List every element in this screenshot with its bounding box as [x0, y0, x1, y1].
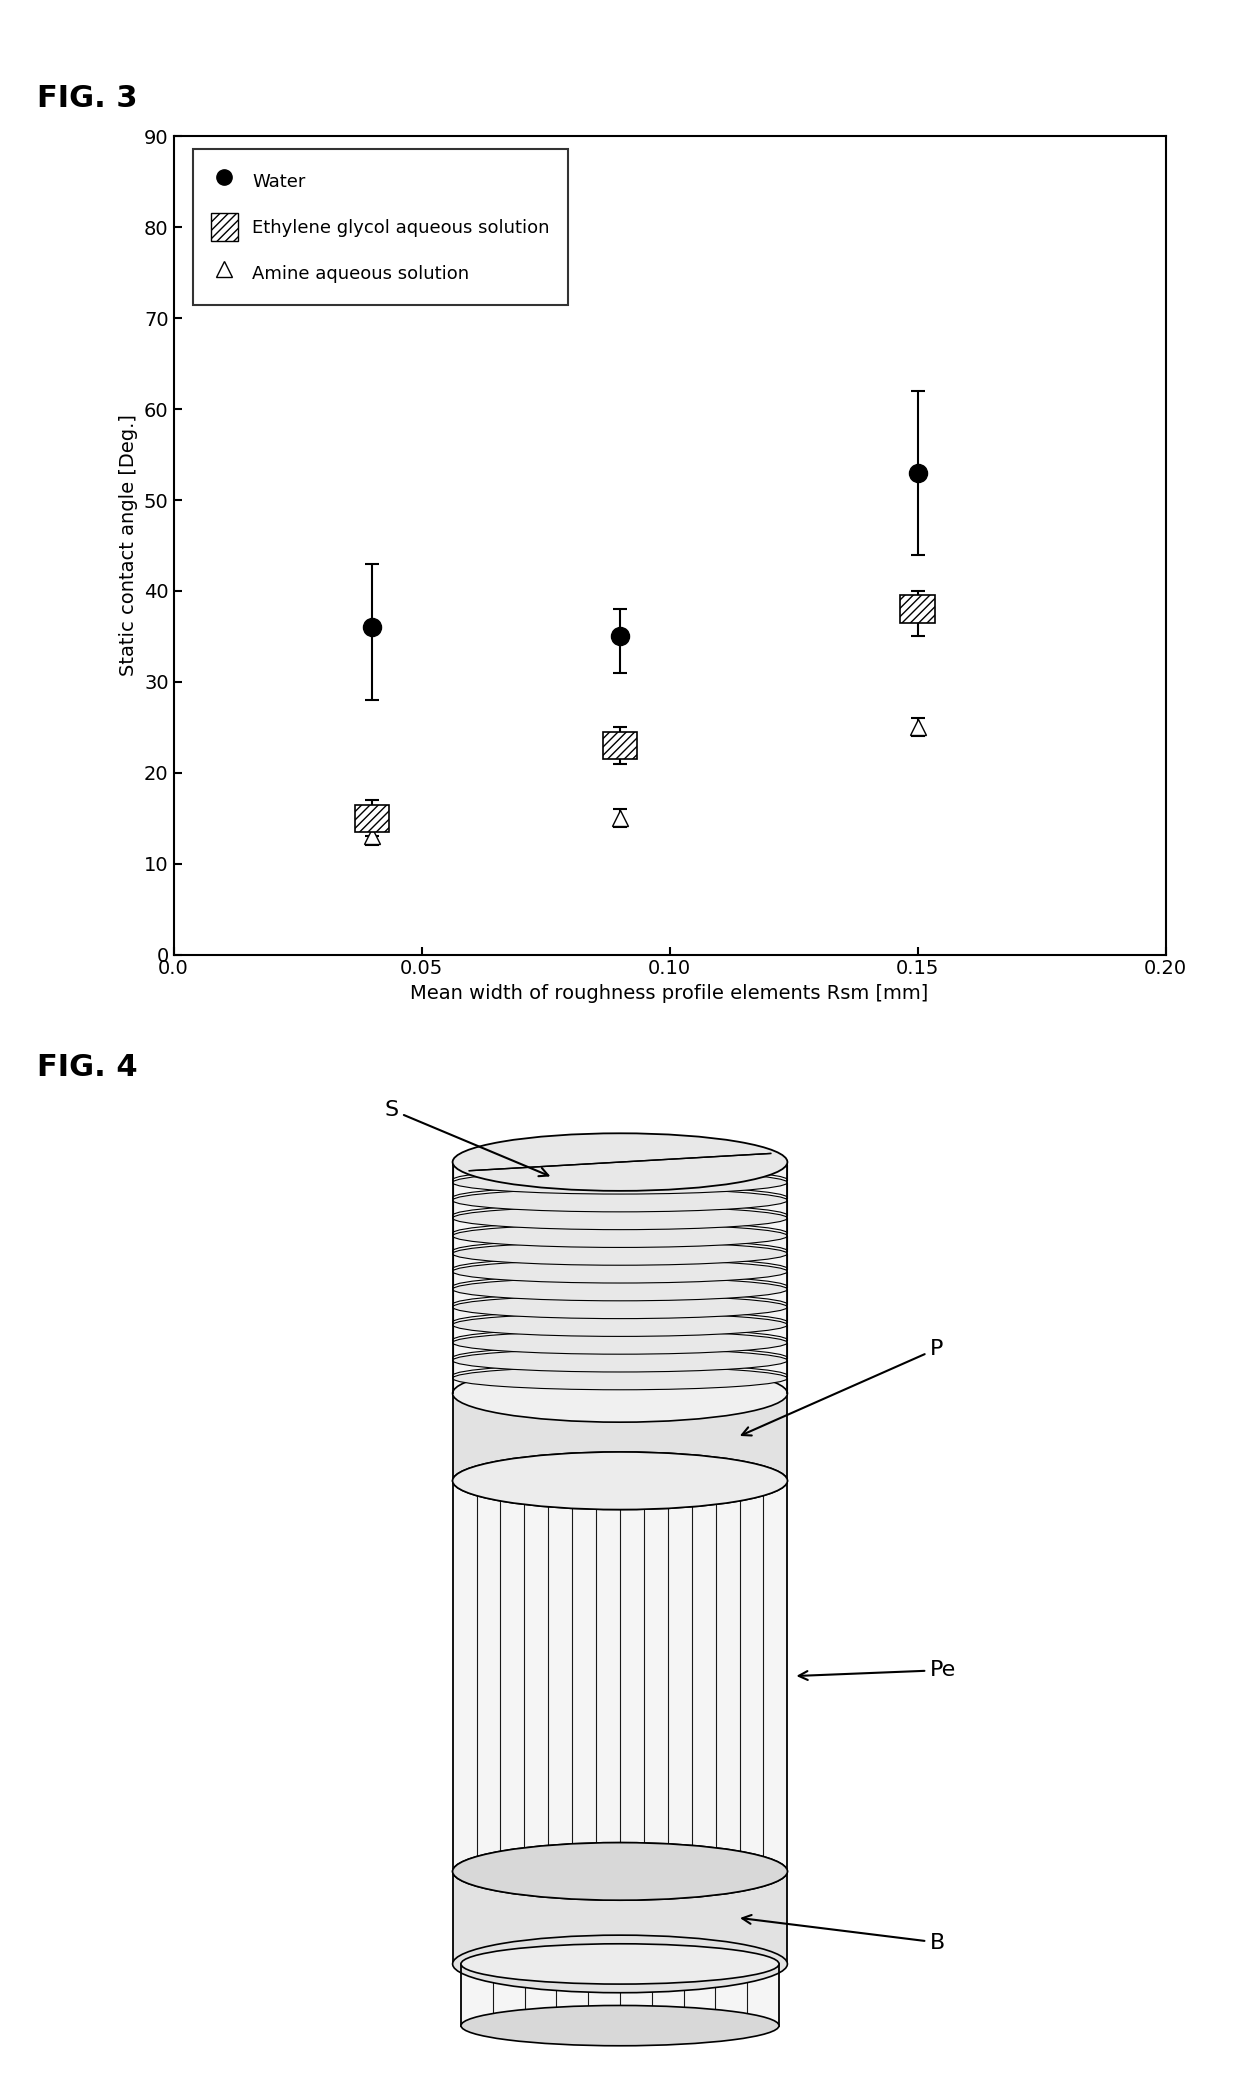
Bar: [453, 1271, 787, 1286]
Text: S: S: [384, 1099, 548, 1177]
Ellipse shape: [453, 1452, 787, 1511]
Ellipse shape: [453, 1190, 787, 1213]
Ellipse shape: [461, 2006, 779, 2046]
Ellipse shape: [453, 1364, 787, 1422]
Ellipse shape: [453, 1842, 787, 1901]
Ellipse shape: [453, 1452, 787, 1511]
Bar: [453, 1378, 787, 1393]
Ellipse shape: [453, 1842, 787, 1901]
Bar: [453, 1360, 787, 1376]
Ellipse shape: [453, 1169, 787, 1192]
Bar: [453, 1307, 787, 1322]
Ellipse shape: [453, 1313, 787, 1336]
Ellipse shape: [453, 1261, 787, 1284]
Ellipse shape: [453, 1349, 787, 1372]
Ellipse shape: [453, 1154, 787, 1177]
Ellipse shape: [453, 1297, 787, 1320]
Text: FIG. 4: FIG. 4: [37, 1053, 138, 1083]
Bar: [453, 1236, 787, 1250]
Bar: [453, 1481, 787, 1871]
Text: FIG. 3: FIG. 3: [37, 84, 138, 113]
Ellipse shape: [453, 1330, 787, 1353]
Bar: [453, 1164, 787, 1179]
Ellipse shape: [453, 1171, 787, 1194]
Ellipse shape: [453, 1311, 787, 1334]
Bar: [461, 1964, 779, 2027]
Bar: [453, 1219, 787, 1234]
Bar: [453, 1324, 787, 1341]
Ellipse shape: [453, 1383, 787, 1406]
Ellipse shape: [453, 1276, 787, 1299]
Ellipse shape: [453, 1133, 787, 1192]
Ellipse shape: [453, 1242, 787, 1265]
Ellipse shape: [453, 1934, 787, 1993]
Bar: [453, 1871, 787, 1964]
Ellipse shape: [453, 1221, 787, 1244]
Ellipse shape: [453, 1292, 787, 1315]
Ellipse shape: [453, 1240, 787, 1263]
Ellipse shape: [453, 1206, 787, 1229]
Ellipse shape: [453, 1204, 787, 1227]
Ellipse shape: [453, 1257, 787, 1280]
Bar: [453, 1290, 787, 1305]
X-axis label: Mean width of roughness profile elements Rsm [mm]: Mean width of roughness profile elements…: [410, 984, 929, 1003]
Bar: [453, 1255, 787, 1269]
Ellipse shape: [453, 1278, 787, 1301]
Text: B: B: [743, 1915, 945, 1953]
Legend: Water, Ethylene glycol aqueous solution, Amine aqueous solution: Water, Ethylene glycol aqueous solution,…: [192, 149, 568, 306]
Bar: [453, 1200, 787, 1215]
Ellipse shape: [453, 1185, 787, 1208]
Ellipse shape: [453, 1225, 787, 1248]
Bar: [355, 804, 389, 831]
Ellipse shape: [453, 1328, 787, 1351]
Bar: [603, 732, 637, 759]
Bar: [453, 1343, 787, 1357]
Text: Pe: Pe: [799, 1660, 956, 1680]
Bar: [453, 1183, 787, 1198]
Text: P: P: [742, 1339, 944, 1435]
Ellipse shape: [453, 1364, 787, 1387]
Bar: [900, 596, 935, 623]
Y-axis label: Static contact angle [Deg.]: Static contact angle [Deg.]: [119, 415, 139, 676]
Ellipse shape: [453, 1366, 787, 1389]
Ellipse shape: [461, 1943, 779, 1985]
Ellipse shape: [453, 1347, 787, 1370]
Bar: [453, 1393, 787, 1481]
